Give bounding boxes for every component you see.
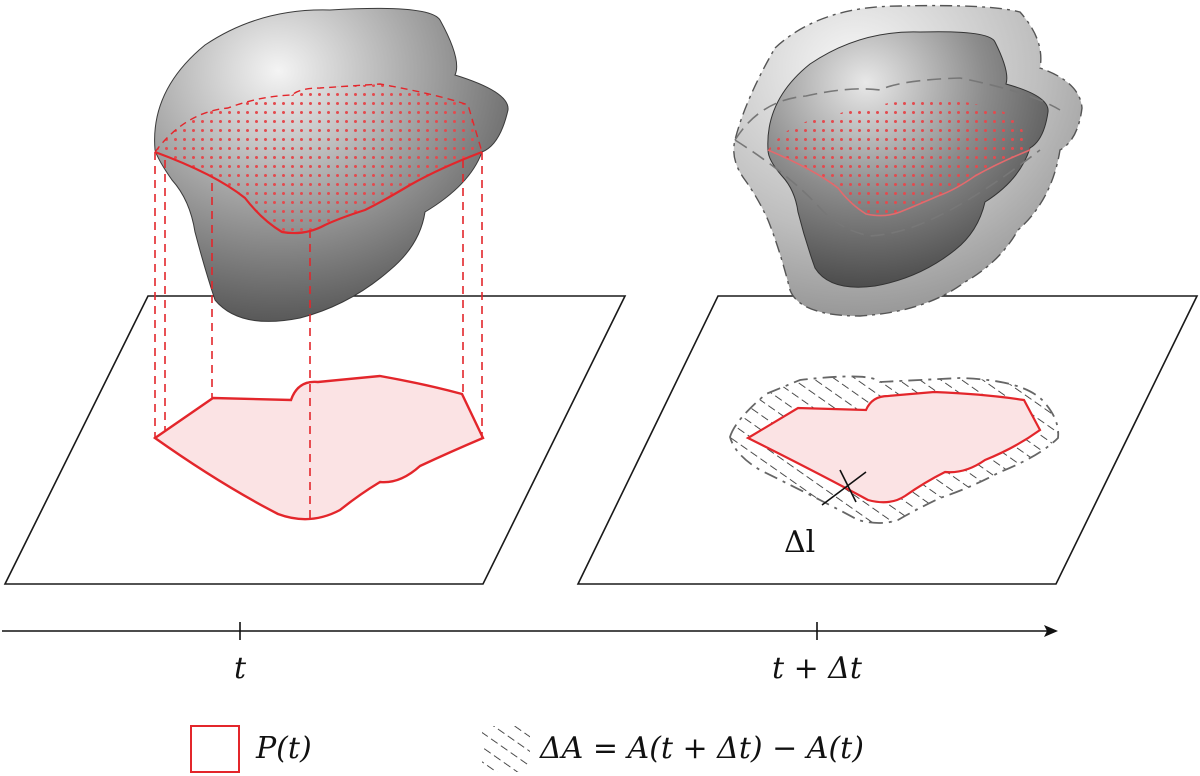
tick-label-t: t	[234, 651, 247, 686]
legend-swatch-perimeter	[190, 725, 240, 773]
cross-section-outline-right	[767, 149, 1031, 217]
projected-area-left	[152, 374, 485, 521]
scene-time-t	[3, 7, 627, 585]
time-axis: t t + Δt	[2, 622, 1058, 686]
legend-label-perimeter: P(t)	[255, 731, 312, 766]
cross-section-left	[155, 84, 482, 234]
delta-l-label: Δl	[784, 525, 815, 560]
cross-section-top-edge-left	[154, 83, 483, 153]
legend: P(t) ΔA = A(t + Δt) − A(t)	[190, 725, 864, 773]
cross-section-outline-left	[154, 150, 483, 235]
legend-swatch-area-change	[482, 726, 530, 772]
scene-time-t-dt: Δl	[576, 4, 1199, 585]
tick-label-t-dt: t + Δt	[772, 651, 863, 686]
projection-lines	[154, 152, 483, 520]
projected-area-right	[745, 390, 1042, 504]
delta-l-marker	[821, 469, 867, 506]
grown-section-outline-right	[734, 77, 1061, 237]
time-axis-arrowhead	[1044, 625, 1058, 637]
legend-label-area-change: ΔA = A(t + Δt) − A(t)	[539, 731, 864, 766]
cross-section-right	[768, 99, 1030, 216]
